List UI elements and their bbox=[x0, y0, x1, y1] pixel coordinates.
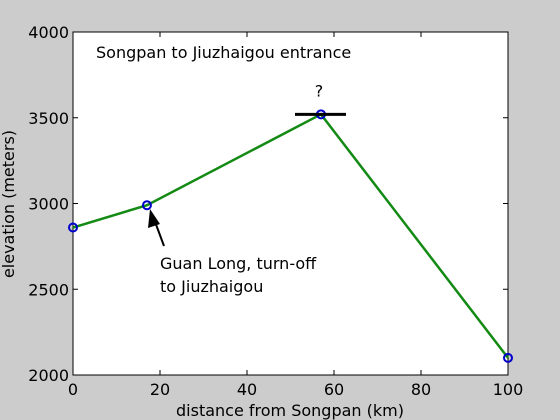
x-axis-label: distance from Songpan (km) bbox=[176, 401, 404, 420]
turnoff-arrow bbox=[148, 209, 165, 247]
peak-question-mark: ? bbox=[315, 81, 324, 100]
plot-area bbox=[72, 31, 509, 376]
elevation-line bbox=[72, 112, 509, 359]
x-tick-label: 40 bbox=[237, 380, 257, 399]
data-point bbox=[503, 352, 513, 363]
y-tick-label: 3500 bbox=[28, 109, 69, 128]
x-tick-label: 60 bbox=[324, 380, 344, 399]
x-axis-ticks: 0 20 40 60 80 100 bbox=[68, 32, 523, 399]
data-point bbox=[141, 200, 152, 211]
y-axis-label: elevation (meters) bbox=[0, 130, 18, 278]
data-point bbox=[68, 222, 78, 233]
x-tick-label: 80 bbox=[411, 380, 431, 399]
y-tick-label: 2000 bbox=[28, 366, 69, 385]
x-tick-label: 100 bbox=[493, 380, 524, 399]
x-tick-label: 20 bbox=[150, 380, 170, 399]
y-tick-label: 2500 bbox=[28, 280, 69, 299]
x-tick-label: 0 bbox=[68, 380, 78, 399]
y-tick-label: 4000 bbox=[28, 23, 69, 42]
y-axis-ticks: 2000 2500 3000 3500 4000 bbox=[28, 23, 508, 385]
turnoff-annotation-line1: Guan Long, turn-off bbox=[160, 254, 317, 273]
turnoff-annotation-line2: to Jiuzhaigou bbox=[160, 277, 263, 296]
chart-title: Songpan to Jiuzhaigou entrance bbox=[96, 43, 351, 62]
y-tick-label: 3000 bbox=[28, 195, 69, 214]
